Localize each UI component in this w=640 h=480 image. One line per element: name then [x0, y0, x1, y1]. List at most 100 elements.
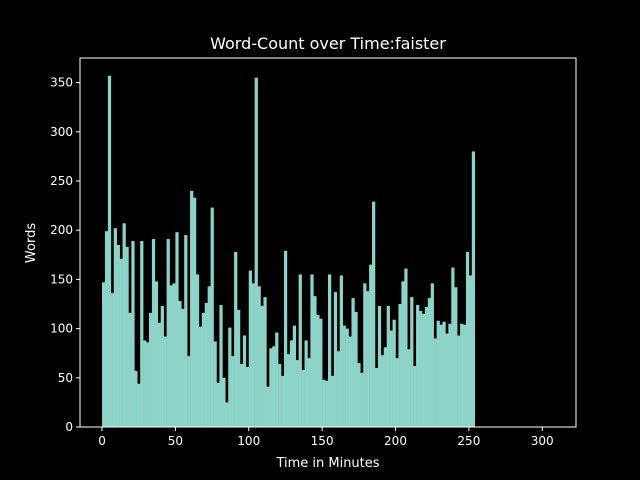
- y-tick-label: 0: [65, 420, 73, 434]
- bar: [301, 369, 305, 427]
- bar: [307, 358, 311, 427]
- bar: [333, 292, 338, 427]
- y-tick-label: 350: [50, 76, 73, 90]
- bar: [372, 201, 376, 427]
- bar: [448, 323, 452, 427]
- bar: [195, 274, 200, 427]
- bar: [286, 354, 291, 427]
- bar: [181, 308, 185, 427]
- bar: [457, 335, 461, 427]
- bar: [395, 358, 399, 427]
- bar: [104, 231, 109, 427]
- bar: [110, 293, 115, 427]
- y-tick-label: 300: [50, 125, 73, 139]
- y-tick-label: 150: [50, 272, 73, 286]
- bar: [383, 347, 387, 427]
- bar: [146, 342, 150, 427]
- bar: [398, 304, 402, 427]
- bar: [363, 283, 367, 427]
- bar: [451, 267, 455, 427]
- bar: [360, 372, 364, 427]
- bar: [210, 207, 214, 427]
- bar: [430, 283, 434, 427]
- bar: [392, 319, 396, 427]
- bar: [113, 228, 117, 427]
- bar: [413, 365, 417, 427]
- bar: [239, 364, 244, 427]
- bar: [254, 77, 258, 428]
- y-axis-label: Words: [24, 223, 39, 263]
- bar: [289, 340, 294, 427]
- bar: [160, 305, 164, 427]
- bar: [187, 356, 191, 427]
- x-tick-label: 250: [457, 434, 480, 448]
- bar: [116, 244, 120, 427]
- bar: [351, 298, 355, 427]
- bar: [266, 386, 270, 427]
- bar: [192, 197, 197, 427]
- bar: [319, 318, 323, 427]
- chart-title: Word-Count over Time:faister: [210, 34, 446, 53]
- bar: [328, 274, 332, 427]
- bar: [374, 367, 379, 427]
- bar: [269, 348, 273, 427]
- x-tick-label: 300: [531, 434, 554, 448]
- bar: [436, 320, 440, 427]
- bar: [345, 328, 349, 427]
- bar: [242, 335, 247, 427]
- bar: [260, 305, 264, 427]
- bar: [154, 281, 159, 427]
- y-tick-label: 250: [50, 174, 73, 188]
- bar: [219, 304, 223, 427]
- x-tick-label: 200: [384, 434, 407, 448]
- bar: [102, 282, 106, 427]
- bar: [442, 321, 446, 427]
- bar: [295, 360, 299, 427]
- bar: [234, 251, 238, 427]
- bar: [198, 326, 203, 427]
- bar: [465, 251, 470, 427]
- bar: [401, 281, 405, 427]
- bar: [175, 232, 179, 427]
- bar: [204, 303, 208, 427]
- bar: [310, 274, 314, 427]
- bar: [148, 312, 153, 427]
- bar: [454, 287, 458, 427]
- bar: [369, 264, 373, 427]
- bar: [134, 370, 138, 427]
- bar: [237, 309, 241, 427]
- bar: [471, 151, 476, 428]
- bar: [122, 223, 126, 427]
- bar: [325, 380, 329, 427]
- bar: [348, 336, 352, 427]
- bar: [366, 291, 370, 427]
- bar: [228, 327, 232, 427]
- bar: [339, 275, 343, 427]
- bar: [439, 324, 443, 427]
- bar: [190, 190, 194, 427]
- bar: [316, 314, 320, 427]
- bar: [163, 336, 167, 427]
- bar: [304, 340, 308, 427]
- bar: [213, 341, 217, 427]
- bar: [410, 297, 414, 427]
- bar: [201, 312, 206, 427]
- bar: [336, 351, 341, 427]
- x-tick-label: 150: [311, 434, 334, 448]
- bar: [125, 246, 129, 427]
- bar: [421, 313, 426, 427]
- bar: [119, 258, 123, 427]
- bar: [157, 322, 162, 427]
- bar: [283, 250, 288, 427]
- y-tick-label: 100: [50, 322, 73, 336]
- bar: [248, 270, 252, 427]
- bar: [468, 275, 473, 427]
- bar: [272, 346, 276, 427]
- bar: [207, 286, 211, 427]
- bar: [169, 285, 173, 427]
- bar: [427, 298, 432, 427]
- y-tick-label: 50: [58, 371, 73, 385]
- bar: [380, 355, 385, 427]
- bar: [342, 325, 346, 427]
